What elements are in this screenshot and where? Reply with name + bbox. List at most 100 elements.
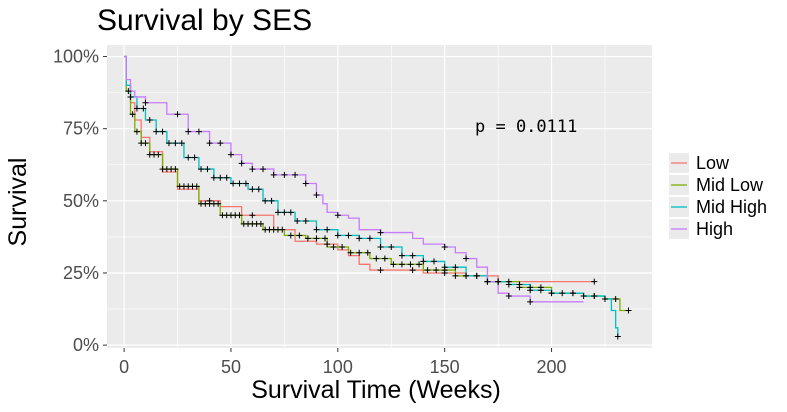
censor-mark — [322, 235, 328, 242]
censor-mark — [204, 166, 211, 173]
censor-mark — [366, 235, 373, 242]
censor-mark — [505, 293, 512, 300]
censor-mark — [505, 281, 512, 288]
censor-mark — [537, 287, 544, 294]
censor-mark — [294, 218, 301, 225]
censor-mark — [178, 140, 185, 147]
censor-mark — [287, 232, 294, 239]
censor-mark — [330, 244, 337, 250]
censor-mark — [548, 290, 555, 297]
censor-mark — [142, 99, 149, 106]
legend-item: High — [669, 219, 733, 239]
censor-mark — [260, 166, 267, 173]
censor-mark — [614, 333, 621, 340]
censor-mark — [420, 258, 427, 265]
censor-mark — [304, 235, 311, 242]
censor-mark — [238, 160, 245, 167]
censor-mark — [484, 278, 491, 285]
censor-mark — [236, 180, 243, 187]
censor-mark — [381, 255, 388, 262]
censor-mark — [172, 166, 179, 173]
x-tick-label: 50 — [221, 357, 241, 377]
censor-mark — [268, 197, 275, 204]
censor-mark — [223, 174, 230, 181]
legend-item: Mid High — [669, 197, 767, 217]
censor-mark — [133, 105, 140, 112]
censor-mark — [409, 267, 416, 274]
chart-title: Survival by SES — [97, 4, 312, 37]
censor-mark — [377, 244, 384, 250]
censor-mark — [364, 249, 371, 256]
major-grid — [107, 45, 652, 348]
censor-mark — [125, 88, 132, 95]
censor-mark — [302, 180, 309, 187]
censor-mark — [345, 232, 352, 239]
censor-mark — [296, 232, 303, 239]
x-tick-label: 200 — [537, 357, 567, 377]
censor-mark — [257, 220, 264, 227]
censor-mark — [473, 272, 480, 279]
censor-mark — [452, 264, 459, 271]
censor-mark — [287, 209, 294, 216]
y-tick-label: 100% — [53, 47, 99, 67]
p-value-annotation: p = 0.0111 — [475, 117, 577, 137]
censor-mark — [377, 229, 384, 236]
censor-mark — [334, 212, 341, 219]
censor-mark — [274, 209, 281, 216]
curve-high — [124, 55, 584, 303]
x-tick-label: 100 — [323, 357, 353, 377]
censor-mark — [281, 171, 288, 178]
censor-mark — [495, 278, 502, 285]
legend-label: Mid Low — [696, 175, 764, 195]
censor-mark — [206, 140, 213, 147]
censor-mark — [127, 93, 134, 100]
censor-mark — [292, 171, 299, 178]
censor-mark — [236, 212, 243, 219]
legend-label: Low — [696, 153, 730, 173]
legend-item: Mid Low — [669, 175, 764, 195]
y-tick-label: 50% — [63, 191, 99, 211]
legend-label: Mid High — [696, 197, 767, 217]
censor-mark — [198, 166, 205, 173]
censor-mark — [559, 290, 566, 297]
censor-mark — [324, 226, 331, 233]
censor-mark — [281, 209, 288, 216]
censor-mark — [612, 295, 619, 302]
censor-mark — [334, 232, 341, 239]
censor-mark — [270, 226, 277, 233]
y-axis-title: Survival — [4, 158, 32, 247]
censor-mark — [165, 140, 172, 147]
censor-mark — [527, 287, 534, 294]
plot-panel — [107, 45, 652, 348]
censor-mark — [174, 111, 181, 118]
censor-mark — [625, 307, 632, 314]
legend-label: High — [696, 219, 733, 239]
x-tick-label: 150 — [430, 357, 460, 377]
censor-mark — [463, 272, 470, 279]
censor-mark — [153, 128, 160, 135]
censor-mark — [313, 235, 320, 242]
censor-mark — [270, 171, 277, 178]
censor-mark — [191, 154, 198, 161]
censor-mark — [313, 226, 320, 233]
censor-mark — [313, 192, 320, 199]
censor-mark — [377, 267, 384, 274]
censor-mark — [255, 186, 262, 193]
censor-mark — [185, 128, 192, 135]
censor-mark — [591, 278, 598, 285]
censor-mark — [142, 140, 149, 147]
censor-mark — [388, 244, 395, 250]
censor-mark — [433, 267, 440, 274]
censor-mark — [217, 140, 224, 147]
censor-mark — [424, 267, 431, 274]
censor-mark — [146, 117, 153, 124]
censor-mark — [601, 295, 608, 302]
censor-mark — [580, 293, 587, 300]
legend-item: Low — [669, 153, 730, 173]
censor-mark — [347, 249, 354, 256]
censor-mark — [398, 252, 405, 259]
censor-mark — [463, 255, 470, 262]
censor-mark — [279, 226, 286, 233]
censor-mark — [409, 252, 416, 259]
